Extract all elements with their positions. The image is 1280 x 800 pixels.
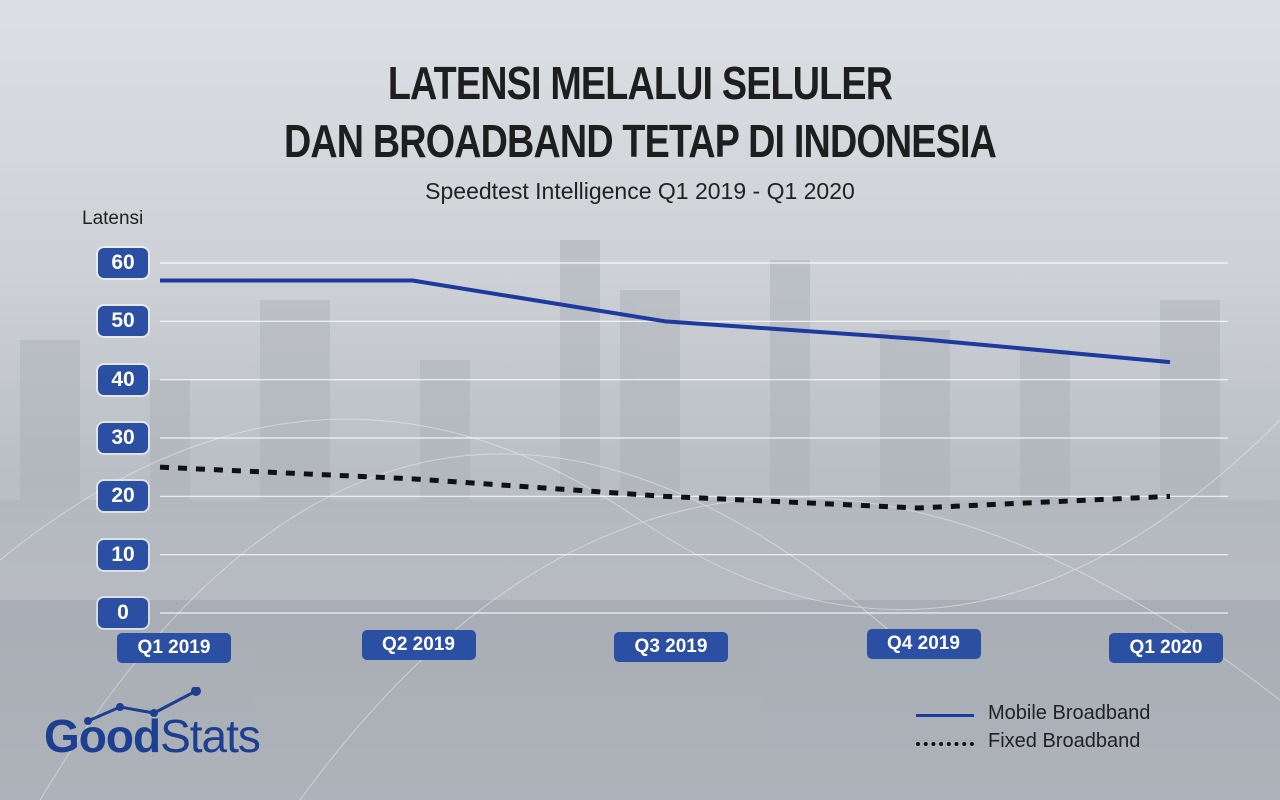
x-tick-q1-2020: Q1 2020 (1109, 633, 1223, 663)
chart-legend: Mobile Broadband Fixed Broadband (916, 702, 1236, 762)
legend-label-fixed: Fixed Broadband (988, 730, 1141, 752)
y-tick-50: 50 (98, 306, 148, 337)
x-tick-q1-2019: Q1 2019 (117, 633, 231, 663)
legend-swatch-mobile (916, 714, 974, 717)
logo-word-stats: Stats (160, 710, 261, 762)
y-tick-40: 40 (98, 364, 148, 395)
logo-word-good: Good (44, 710, 161, 762)
y-tick-20: 20 (98, 481, 148, 512)
chart-title-line-2: DAN BROADBAND TETAP DI INDONESIA (283, 115, 997, 167)
series-line-fixed-broadband (159, 464, 1171, 511)
legend-label-mobile: Mobile Broadband (988, 702, 1151, 724)
logo-wordmark: GoodStats (44, 709, 261, 763)
series-line-mobile-broadband (160, 278, 1171, 365)
x-tick-q4-2019: Q4 2019 (866, 629, 981, 659)
goodstats-logo: GoodStats (44, 687, 324, 775)
y-tick-30: 30 (98, 423, 148, 453)
x-tick-q2-2019: Q2 2019 (361, 630, 476, 660)
y-tick-60: 60 (98, 248, 148, 278)
logo-trend-icon (84, 687, 201, 725)
legend-item-mobile: Mobile Broadband (916, 702, 1236, 728)
chart-subtitle: Speedtest Intelligence Q1 2019 - Q1 2020 (425, 178, 855, 204)
y-axis-label: Latensi (82, 208, 144, 229)
y-tick-10: 10 (98, 539, 148, 570)
legend-item-fixed: Fixed Broadband (916, 730, 1236, 756)
y-tick-0: 0 (98, 598, 148, 628)
legend-swatch-fixed (916, 742, 974, 746)
x-tick-q3-2019: Q3 2019 (614, 632, 728, 662)
chart-title-line-1: LATENSI MELALUI SELULER (387, 57, 893, 109)
